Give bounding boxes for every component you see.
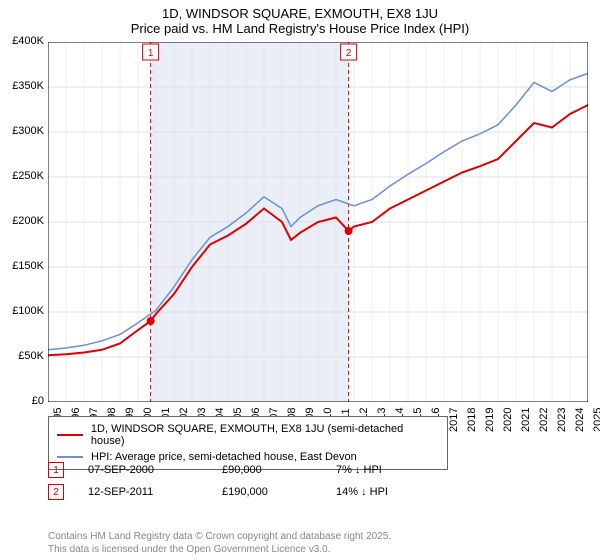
marker-date: 12-SEP-2011	[88, 486, 198, 498]
footer-line2: This data is licensed under the Open Gov…	[48, 543, 391, 556]
x-tick-label: 2021	[520, 408, 532, 432]
marker-date: 07-SEP-2000	[88, 464, 198, 476]
legend-swatch	[57, 456, 83, 458]
y-tick-label: £400K	[0, 35, 44, 47]
chart-plot-area: 12	[48, 42, 588, 402]
marker-delta: 7% ↓ HPI	[336, 464, 382, 476]
x-tick-label: 2018	[466, 408, 478, 432]
y-tick-label: £150K	[0, 260, 44, 272]
y-tick-label: £250K	[0, 170, 44, 182]
y-tick-label: £50K	[0, 350, 44, 362]
y-tick-label: £0	[0, 395, 44, 407]
y-tick-label: £100K	[0, 305, 44, 317]
x-tick-label: 2019	[484, 408, 496, 432]
x-tick-label: 2024	[574, 408, 586, 432]
x-tick-label: 2020	[502, 408, 514, 432]
legend-item: 1D, WINDSOR SQUARE, EXMOUTH, EX8 1JU (se…	[57, 421, 439, 449]
svg-text:2: 2	[346, 48, 352, 59]
chart-svg: 12	[48, 42, 588, 402]
x-tick-label: 2025	[592, 408, 600, 432]
y-tick-label: £350K	[0, 80, 44, 92]
marker-badge: 1	[48, 462, 64, 478]
marker-delta: 14% ↓ HPI	[336, 486, 388, 498]
x-tick-label: 2022	[538, 408, 550, 432]
x-tick-label: 2017	[448, 408, 460, 432]
legend-swatch	[57, 434, 83, 436]
marker-price: £90,000	[222, 464, 312, 476]
marker-detail-row: 1 07-SEP-2000 £90,000 7% ↓ HPI	[48, 462, 382, 478]
marker-detail-row: 2 12-SEP-2011 £190,000 14% ↓ HPI	[48, 484, 388, 500]
chart-title-line1: 1D, WINDSOR SQUARE, EXMOUTH, EX8 1JU	[0, 0, 600, 21]
chart-title-line2: Price paid vs. HM Land Registry's House …	[0, 21, 600, 40]
footer-attribution: Contains HM Land Registry data © Crown c…	[48, 530, 391, 556]
footer-line1: Contains HM Land Registry data © Crown c…	[48, 530, 391, 543]
x-tick-label: 2023	[556, 408, 568, 432]
svg-text:1: 1	[148, 48, 154, 59]
chart-container: 1D, WINDSOR SQUARE, EXMOUTH, EX8 1JU Pri…	[0, 0, 600, 560]
marker-price: £190,000	[222, 486, 312, 498]
y-tick-label: £200K	[0, 215, 44, 227]
marker-badge: 2	[48, 484, 64, 500]
y-tick-label: £300K	[0, 125, 44, 137]
legend-label: 1D, WINDSOR SQUARE, EXMOUTH, EX8 1JU (se…	[91, 423, 439, 447]
